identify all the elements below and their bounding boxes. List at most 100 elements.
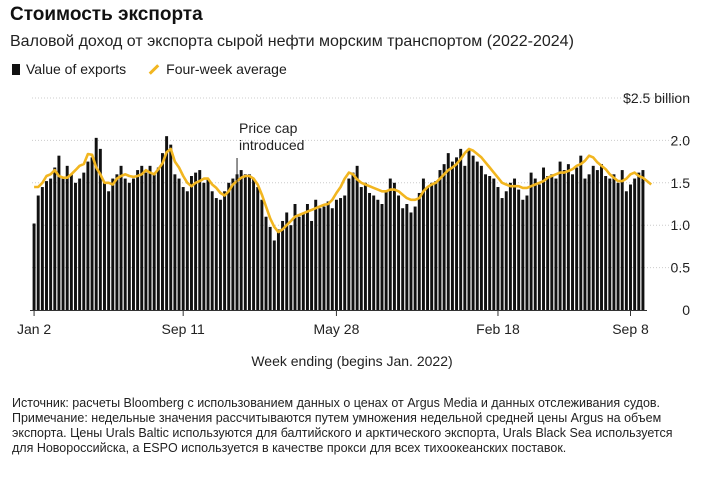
bar (616, 182, 620, 310)
bar (98, 148, 102, 310)
bar (123, 178, 127, 310)
bar (301, 212, 305, 310)
bar (252, 178, 256, 310)
bar (86, 161, 90, 310)
chart-area: 0 0.5 1.0 1.5 2.0 $2.5 billion Jan 2 Sep 11 May … (17, 90, 691, 369)
bar (604, 176, 608, 310)
bar (94, 137, 98, 310)
bar (591, 165, 595, 310)
bar (446, 153, 450, 310)
bar (612, 174, 616, 310)
bar (314, 199, 318, 310)
x-tick-label: Sep 11 (162, 321, 206, 337)
bar (32, 223, 36, 310)
bar (558, 161, 562, 310)
bar (388, 178, 392, 310)
series-line-four-week-average (34, 147, 653, 234)
bar (185, 191, 189, 310)
bar (136, 170, 140, 310)
bar (206, 178, 210, 310)
chart-notes: Источник: расчеты Bloomberg с использова… (12, 396, 692, 456)
bar (289, 225, 293, 310)
bar (57, 155, 61, 310)
bar (471, 155, 475, 310)
bar (132, 178, 135, 310)
bar (624, 191, 628, 310)
bar (177, 178, 181, 310)
bar (152, 174, 156, 310)
bar (417, 192, 421, 310)
bar (198, 170, 202, 310)
bar (173, 174, 177, 310)
bar (633, 178, 637, 310)
bar (421, 178, 425, 310)
bar (223, 191, 227, 310)
x-tick-label: Jan 2 (17, 321, 51, 337)
legend-line-label: Four-week average (166, 61, 287, 77)
bar (65, 165, 69, 310)
x-axis-title: Week ending (begins Jan. 2022) (251, 353, 452, 369)
bar (521, 199, 525, 310)
x-tick-label: May 28 (313, 321, 359, 337)
bar (189, 176, 193, 310)
bar (69, 174, 73, 310)
bar (405, 204, 409, 310)
source-note: Источник: расчеты Bloomberg с использова… (12, 396, 661, 410)
bar (243, 174, 247, 310)
bar (351, 172, 355, 310)
bar (575, 167, 579, 310)
bar (450, 161, 454, 310)
bar (595, 170, 599, 310)
bar (409, 212, 413, 310)
bar (169, 144, 173, 310)
bar (550, 174, 554, 310)
bar (247, 174, 251, 310)
bar (637, 172, 641, 310)
bar (368, 192, 372, 310)
bar (326, 201, 330, 310)
bar (272, 240, 276, 310)
bar (107, 191, 111, 310)
bar (318, 208, 322, 310)
bar (355, 165, 359, 310)
bar (517, 189, 521, 310)
bar (641, 170, 645, 310)
bar (119, 165, 123, 310)
bar (479, 165, 483, 310)
bar (218, 199, 222, 310)
bar (508, 182, 512, 310)
bar (529, 172, 533, 310)
legend-bar-label: Value of exports (26, 61, 127, 77)
bar (160, 153, 164, 310)
bar (181, 187, 185, 310)
bar (380, 204, 384, 310)
bar (608, 178, 612, 310)
bar (140, 165, 144, 310)
chart-title: Стоимость экспорта (10, 4, 203, 25)
bar (562, 170, 566, 310)
bar (227, 182, 231, 310)
bar (293, 204, 297, 310)
bar (504, 191, 508, 310)
bar (542, 167, 545, 310)
bar (148, 165, 152, 310)
x-tick-label: Sep 8 (612, 321, 649, 337)
y-tick-label: 2.0 (671, 132, 691, 148)
bar (156, 167, 160, 310)
y-tick-label: 1.5 (671, 175, 691, 191)
bar (260, 199, 264, 310)
bar (392, 182, 396, 310)
bar (285, 212, 289, 310)
bar (620, 170, 624, 310)
bar (268, 226, 272, 310)
bar (111, 178, 115, 310)
bar (330, 208, 334, 310)
legend-bar-swatch (12, 63, 20, 75)
bar (264, 216, 268, 310)
bar (513, 178, 517, 310)
bar (537, 184, 541, 310)
bar (401, 208, 405, 310)
bar (256, 187, 260, 310)
bar (579, 155, 583, 310)
y-tick-label: 1.0 (671, 217, 691, 233)
